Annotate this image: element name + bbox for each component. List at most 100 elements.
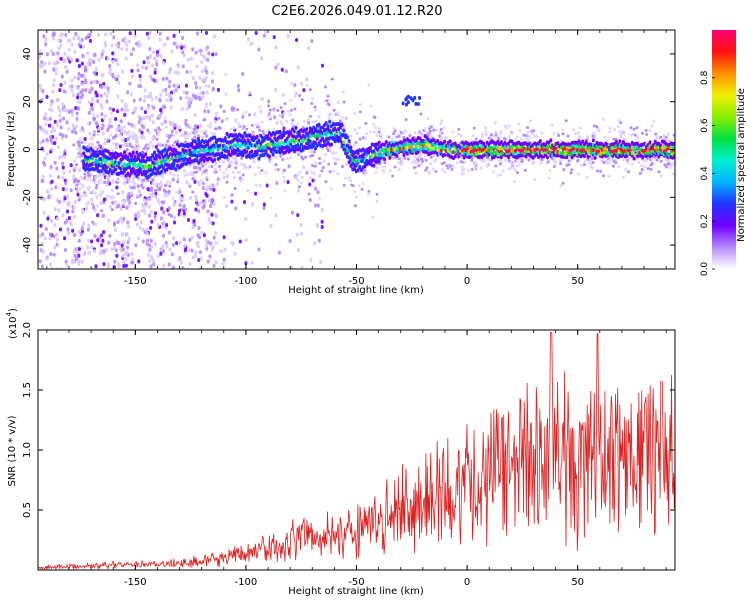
spectrogram-cell xyxy=(459,134,463,138)
spectrogram-cell xyxy=(406,157,410,161)
spectrogram-cell xyxy=(122,216,126,221)
spectrogram-cell xyxy=(126,245,130,250)
spectrogram-cell xyxy=(45,137,49,142)
spectrogram-cell xyxy=(382,169,386,173)
spectrogram-cell xyxy=(499,155,503,160)
spectrogram-cell xyxy=(252,132,256,136)
spectrogram-cell xyxy=(294,175,298,180)
spectrogram-cell xyxy=(411,160,415,164)
spectrogram-cell xyxy=(243,131,247,136)
colorbar-gradient xyxy=(712,30,736,269)
spectrogram-cell xyxy=(269,223,273,228)
spectrogram-cell xyxy=(648,129,652,133)
spectrogram-cell xyxy=(161,143,165,147)
spectrogram-cell xyxy=(621,175,625,179)
spectrogram-cell xyxy=(103,137,107,141)
spectrogram-cell xyxy=(38,259,42,264)
spectrogram-cell xyxy=(70,78,74,83)
spectrogram-cell xyxy=(205,193,209,198)
spectrogram-cell xyxy=(644,159,648,163)
spectrogram-cell xyxy=(354,163,358,168)
spectrogram-cell xyxy=(265,183,269,188)
spectrogram-cell xyxy=(103,180,107,184)
spectrogram-cell xyxy=(526,138,530,142)
spectrogram-cell xyxy=(108,63,112,68)
spectrogram-cell xyxy=(115,253,119,258)
spectrogram-cell xyxy=(383,161,387,165)
spectrogram-cell xyxy=(102,81,106,86)
spectrogram-cell xyxy=(156,133,160,137)
spectrogram-cell xyxy=(160,122,164,127)
spectrogram-cell xyxy=(561,128,565,132)
spectrogram-cell xyxy=(65,263,69,268)
spectrogram-cell xyxy=(158,99,162,103)
spectrogram-cell xyxy=(49,165,53,170)
spectrogram-cell xyxy=(518,129,522,133)
spectrogram-cell xyxy=(136,210,140,215)
spectrogram-cell xyxy=(210,212,214,217)
spectrogram-cell xyxy=(332,156,336,160)
spectrogram-cell xyxy=(329,146,333,150)
spectrogram-cell xyxy=(122,263,126,268)
spectrogram-cell xyxy=(457,127,461,131)
spectrogram-cell xyxy=(77,144,81,148)
spectrogram-cell xyxy=(96,204,100,208)
spectrogram-cell xyxy=(172,83,176,88)
spectrogram-cell xyxy=(329,187,333,191)
spectrogram-cell xyxy=(294,125,298,130)
spectrogram-cell xyxy=(162,220,166,225)
spectrogram-cell xyxy=(76,106,80,111)
spectrogram-cell xyxy=(241,115,245,119)
spectrogram-cell xyxy=(168,184,172,188)
spectrogram-cell xyxy=(297,178,301,182)
spectrogram-cell xyxy=(453,154,457,159)
spectrogram-cell xyxy=(128,173,132,178)
spectrogram-cell xyxy=(127,237,131,242)
spectrogram-cell xyxy=(119,216,123,220)
spectrogram-cell xyxy=(328,170,332,174)
spectrogram-cell xyxy=(264,171,268,175)
spectrogram-cell xyxy=(92,146,96,150)
spectrogram-cell xyxy=(142,60,146,65)
spectrogram-cell xyxy=(184,208,188,212)
spectrogram-cell xyxy=(427,170,431,174)
spectrogram-cell xyxy=(416,102,420,107)
spectrogram-cell xyxy=(54,66,58,71)
spectrogram-cell xyxy=(188,248,192,253)
spectrogram-cell xyxy=(267,99,271,104)
spectrogram-cell xyxy=(612,137,616,141)
spectrogram-cell xyxy=(50,179,54,184)
spectrogram-cell xyxy=(654,132,658,136)
spectrogram-cell xyxy=(556,141,560,146)
spectrogram-cell xyxy=(111,180,115,184)
spectrogram-cell xyxy=(274,108,278,112)
spectrogram-cell xyxy=(302,88,306,93)
spectrogram-cell xyxy=(151,178,155,182)
spectrogram-cell xyxy=(79,81,83,86)
spectrogram-cell xyxy=(552,159,556,163)
spectrogram-cell xyxy=(564,119,568,123)
spectrogram-cell xyxy=(152,262,156,267)
spectrogram-cell xyxy=(149,209,153,214)
spectrogram-cell xyxy=(136,68,140,73)
spectrogram-cell xyxy=(194,253,198,258)
spectrogram-cell xyxy=(148,74,152,79)
spectrogram-cell xyxy=(367,150,371,155)
spectrogram-cell xyxy=(282,126,286,131)
spectrogram-cell xyxy=(142,98,146,103)
spectrogram-cell xyxy=(659,135,663,139)
spectrogram-cell xyxy=(172,89,176,94)
spectrogram-cell xyxy=(184,131,188,136)
spectrogram-cell xyxy=(499,159,503,163)
spectrogram-cell xyxy=(485,164,489,168)
spectrogram-cell xyxy=(195,170,199,174)
spectrogram-cell xyxy=(209,241,213,246)
spectrogram-cell xyxy=(75,189,79,193)
spectrogram-cell xyxy=(205,134,209,139)
spectrogram-cell xyxy=(363,169,367,173)
spectrogram-cell xyxy=(272,127,276,131)
spectrogram-cell xyxy=(150,97,154,102)
spectrogram-cell xyxy=(314,140,318,145)
spectrogram-cell xyxy=(358,137,362,141)
spectrogram-cell xyxy=(369,104,373,108)
